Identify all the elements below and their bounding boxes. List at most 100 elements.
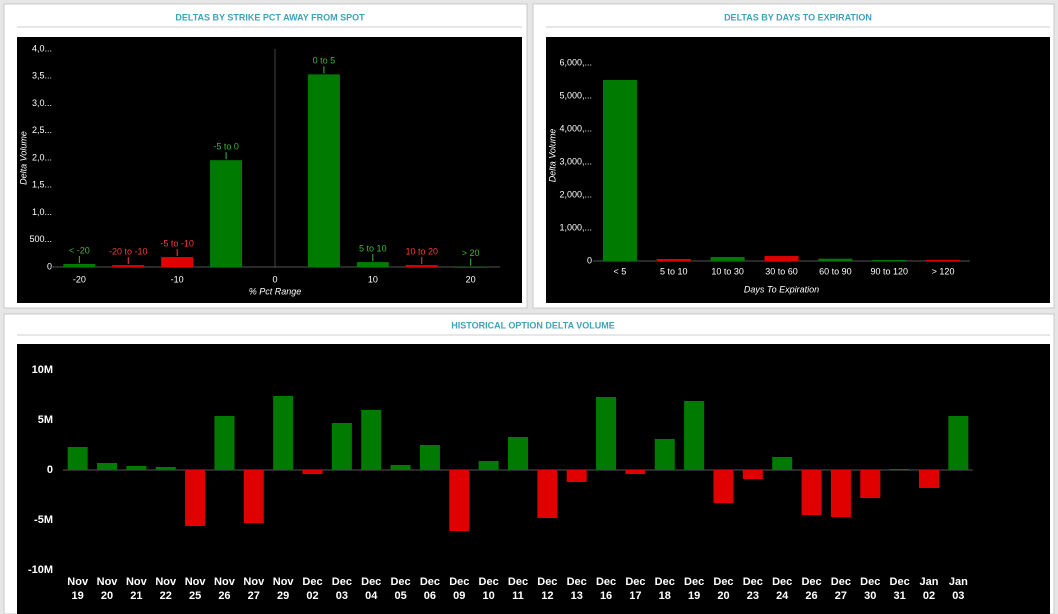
x-tick-label: 21 xyxy=(130,590,142,602)
y-tick-label: 4,000,... xyxy=(559,123,592,133)
x-tick-label: Dec xyxy=(625,576,645,588)
bar xyxy=(361,410,382,470)
data-label: > 20 xyxy=(462,248,480,258)
x-tick-label: 31 xyxy=(893,590,905,602)
x-tick-label: 24 xyxy=(776,590,789,602)
bar xyxy=(918,470,939,488)
y-tick-label: 0 xyxy=(47,464,53,476)
x-tick-label: Dec xyxy=(772,576,792,588)
x-tick-label: 09 xyxy=(453,590,465,602)
x-tick-label: -20 xyxy=(73,274,86,284)
x-tick-label: Nov xyxy=(155,576,177,588)
x-tick-label: Dec xyxy=(860,576,880,588)
x-tick-label: 27 xyxy=(835,590,847,602)
bar xyxy=(478,461,499,470)
y-tick-label: 3,0... xyxy=(32,98,52,108)
x-tick-label: 26 xyxy=(218,590,230,602)
bar xyxy=(684,401,705,470)
x-tick-label: 22 xyxy=(160,590,172,602)
y-tick-label: 1,5... xyxy=(32,180,52,190)
y-tick-label: 2,0... xyxy=(32,152,52,162)
x-tick-label: Nov xyxy=(243,576,265,588)
bar xyxy=(860,470,881,498)
bar xyxy=(830,470,851,517)
x-tick-label: 0 xyxy=(272,274,277,284)
bar xyxy=(508,437,528,470)
y-tick-label: 2,000,... xyxy=(559,189,592,199)
x-tick-label: 04 xyxy=(365,590,378,602)
bar xyxy=(454,266,487,268)
x-tick-label: Nov xyxy=(185,576,207,588)
x-tick-label: 23 xyxy=(747,590,759,602)
bar xyxy=(112,265,145,267)
bar xyxy=(948,416,969,470)
bar xyxy=(390,465,411,470)
x-tick-label: 19 xyxy=(72,590,84,602)
x-tick-label: 20 xyxy=(466,274,476,284)
y-tick-label: 5,000,... xyxy=(559,90,592,100)
x-tick-label: 16 xyxy=(600,590,612,602)
bar xyxy=(801,470,822,515)
bar xyxy=(97,463,118,470)
x-tick-label: Dec xyxy=(713,576,733,588)
x-tick-label: 26 xyxy=(805,590,817,602)
bar xyxy=(63,264,96,267)
y-tick-label: 3,5... xyxy=(32,71,52,81)
bar xyxy=(243,470,264,523)
x-tick-label: Dec xyxy=(361,576,381,588)
x-tick-label: 30 xyxy=(864,590,876,602)
x-tick-label: Dec xyxy=(684,576,704,588)
x-tick-label: 25 xyxy=(189,590,201,602)
x-tick-label: 60 to 90 xyxy=(819,266,852,276)
x-tick-label: Nov xyxy=(97,576,119,588)
bar xyxy=(656,259,691,261)
bar xyxy=(710,257,745,261)
y-tick-label: 5M xyxy=(38,414,53,426)
bar xyxy=(764,256,799,261)
x-tick-label: < 5 xyxy=(614,266,627,276)
bar xyxy=(713,470,734,503)
bar xyxy=(772,457,793,470)
x-tick-label: Dec xyxy=(743,576,763,588)
x-tick-label: 02 xyxy=(306,590,318,602)
data-label: -5 to 0 xyxy=(213,142,239,152)
x-tick-label: Nov xyxy=(214,576,236,588)
bar xyxy=(625,470,646,474)
bar xyxy=(302,470,323,474)
x-tick-label: 13 xyxy=(571,590,583,602)
x-tick-label: 20 xyxy=(717,590,729,602)
x-tick-label: 02 xyxy=(923,590,935,602)
bar xyxy=(405,265,438,267)
x-tick-label: 10 to 30 xyxy=(711,266,744,276)
x-tick-label: Dec xyxy=(449,576,469,588)
x-tick-label: 12 xyxy=(541,590,553,602)
x-tick-label: 03 xyxy=(336,590,348,602)
bar xyxy=(596,397,617,470)
x-tick-label: Dec xyxy=(420,576,440,588)
x-tick-label: Dec xyxy=(332,576,352,588)
y-tick-label: 0 xyxy=(587,255,592,265)
x-tick-label: 18 xyxy=(659,590,671,602)
data-label: < -20 xyxy=(69,245,90,255)
y-tick-label: 500... xyxy=(29,234,52,244)
y-tick-label: 6,000,... xyxy=(559,57,592,67)
x-tick-label: 27 xyxy=(248,590,260,602)
x-tick-label: 19 xyxy=(688,590,700,602)
chart-title: DELTAS BY STRIKE PCT AWAY FROM SPOT xyxy=(175,12,365,22)
x-tick-label: Dec xyxy=(479,576,499,588)
x-tick-label: -10 xyxy=(171,274,184,284)
y-axis-label: Delta Volume xyxy=(547,129,557,183)
plot-area xyxy=(17,344,1050,614)
bar xyxy=(210,160,243,267)
chart-title: HISTORICAL OPTION DELTA VOLUME xyxy=(451,320,615,330)
data-label: -20 to -10 xyxy=(109,246,148,256)
x-tick-label: 10 xyxy=(483,590,495,602)
x-tick-label: 06 xyxy=(424,590,436,602)
bar xyxy=(926,260,961,262)
y-tick-label: 10M xyxy=(32,364,53,376)
x-tick-label: Dec xyxy=(801,576,821,588)
bar xyxy=(214,416,235,470)
bar xyxy=(654,439,675,470)
bar xyxy=(419,445,440,470)
